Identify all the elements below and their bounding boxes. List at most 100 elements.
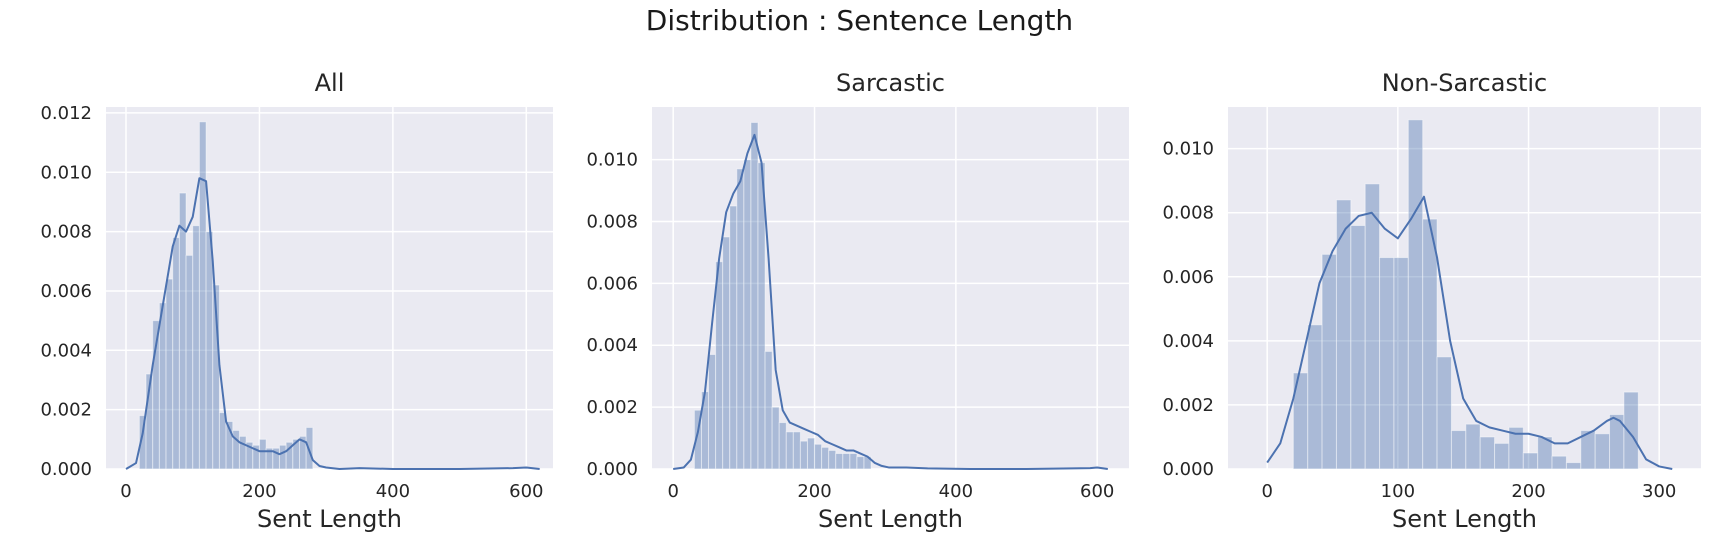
non-sarcastic-y-tick-label: 0.000 (1162, 459, 1214, 480)
all-histogram-bar (298, 435, 307, 470)
non-sarcastic-histogram-bar (1292, 372, 1309, 470)
all-histogram-bar (218, 412, 227, 470)
non-sarcastic-histogram-bar (1623, 391, 1639, 470)
sarcastic-histogram-bar (785, 431, 794, 470)
all-histogram-bar (245, 441, 254, 470)
all-kde-line (125, 177, 540, 470)
sarcastic-title: Sarcastic (836, 69, 945, 97)
all-y-tick-label: 0.000 (40, 459, 92, 480)
non-sarcastic-histogram-bar (1422, 218, 1438, 470)
non-sarcastic-histogram-bar (1594, 433, 1611, 470)
all-histogram-bar (305, 426, 314, 470)
all-x-tick-label: 400 (376, 481, 410, 502)
sarcastic-histogram-bar (806, 437, 816, 470)
sarcastic-histogram-bar (736, 168, 745, 470)
non-sarcastic-title: Non-Sarcastic (1382, 69, 1547, 97)
all-title: All (315, 69, 345, 97)
all-histogram-bar (238, 435, 247, 470)
all-histogram-bar (185, 254, 194, 470)
sarcastic-y-tick-label: 0.006 (586, 273, 638, 294)
sarcastic-y-tick-label: 0.004 (586, 335, 638, 356)
non-sarcastic-histogram-bar (1321, 253, 1337, 470)
sarcastic-histogram-bar (821, 446, 830, 470)
sarcastic-histogram-bar (729, 205, 738, 470)
non-sarcastic-histogram-bar (1609, 414, 1625, 470)
sarcastic-histogram-bar (842, 453, 851, 470)
all-histogram-bar (192, 225, 200, 470)
sarcastic-y-tick-label: 0.002 (586, 397, 638, 418)
sarcastic-histogram-bar (778, 422, 787, 470)
sarcastic-histogram-bar (849, 453, 858, 470)
non-sarcastic-histogram-bar (1407, 119, 1424, 470)
non-sarcastic-y-tick-label: 0.002 (1162, 395, 1214, 416)
all-histogram-bar (138, 415, 147, 470)
non-sarcastic-histogram-bar (1436, 356, 1452, 470)
non-sarcastic-histogram-bar (1465, 423, 1481, 470)
all-x-tick-label: 200 (242, 481, 276, 502)
all-histogram-bar (165, 278, 174, 470)
non-sarcastic-histogram-bar (1537, 436, 1553, 470)
non-sarcastic-histogram-bar (1350, 225, 1366, 470)
non-sarcastic-x-tick-label: 0 (1261, 481, 1272, 502)
non-sarcastic-histogram-bar (1580, 430, 1596, 470)
non-sarcastic-histogram-bar (1551, 455, 1567, 470)
all-y-tick-label: 0.008 (40, 222, 92, 243)
all-histogram-bar (212, 284, 220, 470)
non-sarcastic-histogram-bar (1508, 426, 1524, 470)
all-histogram-bar (145, 373, 154, 470)
sarcastic-histogram-bar (722, 236, 731, 470)
sarcastic-histogram-bar (771, 406, 780, 470)
sarcastic-y-tick-label: 0.000 (586, 459, 638, 480)
sarcastic-x-tick-label: 400 (939, 481, 973, 502)
sarcastic-histogram-bar (708, 354, 717, 470)
sarcastic-kde-line (673, 133, 1108, 470)
sarcastic-histogram-bar (835, 453, 844, 470)
all-histogram-bar (292, 438, 300, 470)
all-y-tick-label: 0.006 (40, 281, 92, 302)
non-sarcastic-histogram-bar (1379, 257, 1395, 470)
all-plot-background (106, 107, 553, 469)
non-sarcastic-histogram-bar (1565, 462, 1582, 470)
all-x-axis-label: Sent Length (257, 505, 402, 533)
non-sarcastic-histogram-bar (1522, 452, 1539, 470)
sarcastic-y-tick-label: 0.010 (586, 150, 638, 171)
all-histogram-bar (278, 444, 287, 470)
non-sarcastic-x-axis-label: Sent Length (1392, 505, 1537, 533)
sarcastic-histogram-bar (792, 431, 801, 470)
all-y-tick-label: 0.004 (40, 340, 92, 361)
non-sarcastic-x-tick-label: 100 (1381, 481, 1415, 502)
sarcastic-histogram-bar (814, 443, 823, 470)
sarcastic-histogram-bar (693, 409, 702, 470)
sarcastic-x-tick-label: 200 (797, 481, 831, 502)
all-histogram-bar (152, 320, 160, 470)
all-histogram-bar (258, 438, 267, 470)
non-sarcastic-histogram-bar (1450, 430, 1467, 470)
non-sarcastic-y-tick-label: 0.010 (1162, 139, 1214, 160)
all-histogram-bar (265, 447, 274, 470)
sarcastic-histogram-bar (750, 121, 759, 470)
sarcastic-plot-background (652, 107, 1129, 469)
non-sarcastic-histogram-bar (1393, 257, 1409, 470)
all-y-tick-label: 0.010 (40, 162, 92, 183)
all-histogram-bar (198, 121, 207, 470)
sarcastic-histogram-bar (828, 449, 837, 470)
sarcastic-histogram-bar (743, 159, 752, 470)
sarcastic-histogram-bar (856, 456, 865, 470)
all-y-tick-label: 0.002 (40, 400, 92, 421)
non-sarcastic-histogram-bar (1307, 324, 1323, 470)
all-histogram-bar (285, 441, 294, 470)
all-histogram-bar (252, 444, 260, 470)
sarcastic-x-axis-label: Sent Length (818, 505, 963, 533)
sarcastic-x-tick-label: 0 (667, 481, 678, 502)
all-y-tick-label: 0.012 (40, 103, 92, 124)
all-x-tick-label: 0 (120, 481, 131, 502)
non-sarcastic-x-tick-label: 200 (1511, 481, 1545, 502)
non-sarcastic-histogram-bar (1364, 183, 1381, 470)
all-histogram-bar (178, 192, 187, 470)
non-sarcastic-kde-line (1266, 195, 1673, 470)
sarcastic-x-tick-label: 600 (1080, 481, 1114, 502)
